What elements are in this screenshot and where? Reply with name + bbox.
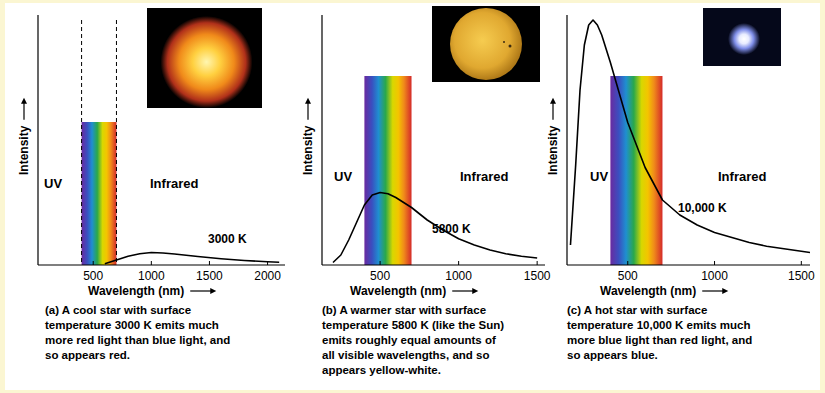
x-axis — [38, 264, 285, 265]
x-tick-label: 1000 — [138, 269, 165, 283]
caption-line: all visible wavelengths, and so — [322, 349, 489, 361]
x-axis — [322, 264, 545, 265]
star-glow — [728, 23, 760, 55]
y-axis — [566, 15, 567, 265]
caption-line: more blue light than red light, and — [567, 334, 752, 346]
axis-arrowhead — [210, 288, 216, 294]
spectrum-curve — [333, 193, 537, 263]
x-axis — [567, 264, 810, 265]
x-axis-label: Wavelength (nm) — [88, 284, 184, 298]
x-tick — [380, 261, 381, 265]
visible-band — [82, 122, 117, 265]
x-tick — [267, 261, 268, 265]
caption-line: more red light than blue light, and — [45, 334, 230, 346]
caption-line: (c) A hot star with surface — [567, 304, 707, 316]
star-glow — [161, 16, 253, 108]
x-tick — [627, 261, 628, 265]
caption-line: (a) A cool star with surface — [45, 304, 191, 316]
caption-line: emits roughly equal amounts of — [322, 334, 496, 346]
x-tick — [209, 261, 210, 265]
band-edge — [116, 20, 117, 265]
x-axis-label: Wavelength (nm) — [600, 284, 696, 298]
x-axis-label: Wavelength (nm) — [350, 284, 446, 298]
x-tick — [93, 261, 94, 265]
x-tick-label: 1500 — [524, 269, 551, 283]
spectrum-curve — [105, 253, 279, 264]
axis-arrow — [307, 102, 308, 120]
region-label: UV — [44, 176, 62, 191]
axis-arrow — [702, 290, 724, 291]
band-edge — [81, 20, 82, 265]
axis-arrow — [190, 290, 212, 291]
axis-arrowhead — [472, 288, 478, 294]
caption-line: so appears red. — [45, 349, 130, 361]
y-axis-label: Intensity — [546, 125, 560, 175]
caption-line: temperature 3000 K emits much — [45, 319, 219, 331]
curves — [570, 20, 810, 253]
x-tick-label: 1500 — [788, 269, 815, 283]
region-label: Infrared — [460, 169, 508, 184]
axis-arrowhead — [305, 98, 311, 104]
panel: 3000 K 500 1000 1500 2000 Wavelength (nm) Inte… — [17, 8, 285, 361]
sunspot — [503, 41, 505, 43]
y-axis-label: Intensity — [17, 125, 31, 175]
axis-arrowhead — [722, 288, 728, 294]
star-photo — [703, 8, 781, 66]
star-photo — [147, 8, 262, 108]
axis-arrow — [452, 290, 474, 291]
sunspot — [509, 45, 512, 48]
x-tick — [151, 261, 152, 265]
y-axis — [37, 15, 38, 265]
x-tick-label: 1000 — [445, 269, 472, 283]
region-label: UV — [590, 169, 608, 184]
panel: 5800 K 500 1000 1500 Wavelength (nm) Intensit… — [301, 6, 551, 376]
axis-arrow — [552, 102, 553, 120]
star-photo — [432, 6, 540, 82]
x-tick-label: 500 — [83, 269, 103, 283]
caption-line: so appears blue. — [567, 349, 658, 361]
region-label: Infrared — [718, 169, 766, 184]
axis-arrowhead — [550, 98, 556, 104]
curve-label: 5800 K — [432, 222, 471, 236]
x-tick-label: 1500 — [196, 269, 223, 283]
x-tick — [801, 261, 802, 265]
region-label: Infrared — [150, 176, 198, 191]
y-axis — [321, 15, 322, 265]
curves — [333, 193, 537, 263]
x-tick-label: 500 — [370, 269, 390, 283]
axis-arrow — [23, 102, 24, 120]
curve-label: 10,000 K — [678, 201, 727, 215]
y-axis-label: Intensity — [301, 125, 315, 175]
visible-band — [364, 76, 411, 265]
caption-line: (b) A warmer star with surface — [322, 304, 486, 316]
background — [5, 3, 820, 390]
caption-line: appears yellow-white. — [322, 364, 441, 376]
axis-arrowhead — [21, 98, 27, 104]
spectrum-curve — [570, 20, 810, 253]
region-label: UV — [334, 169, 352, 184]
curves — [105, 253, 279, 264]
panel: 10,000 K 500 1000 1500 Wavelength (nm) Intens… — [546, 8, 815, 361]
x-tick — [714, 261, 715, 265]
figure: 3000 K 500 1000 1500 2000 Wavelength (nm) Inte… — [0, 0, 825, 393]
curve-label: 3000 K — [208, 232, 247, 246]
x-tick-label: 500 — [618, 269, 638, 283]
x-tick — [458, 261, 459, 265]
x-tick-label: 1000 — [701, 269, 728, 283]
x-tick — [537, 261, 538, 265]
x-tick-label: 2000 — [254, 269, 281, 283]
caption-line: temperature 5800 K (like the Sun) — [322, 319, 504, 331]
visible-band — [610, 76, 662, 265]
caption-line: temperature 10,000 K emits much — [567, 319, 750, 331]
sun-disk — [450, 8, 522, 80]
